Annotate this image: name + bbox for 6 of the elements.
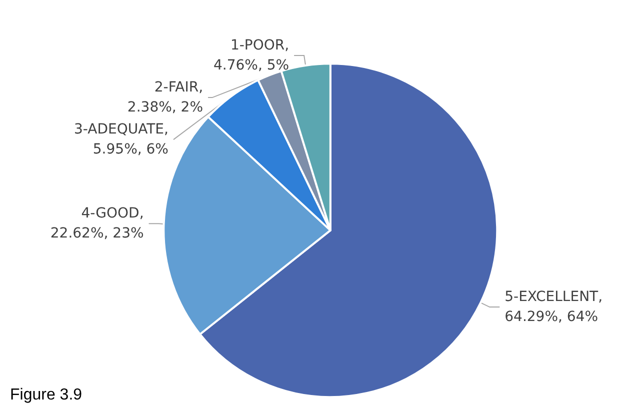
slice-label: 2-FAIR, 2.38%, 2% [127, 80, 204, 116]
slice-label: 5-EXCELLENT, 64.29%, 64% [504, 289, 603, 326]
slice-label: 4-GOOD, 22.62%, 23% [50, 206, 144, 242]
caption: Figure 3.9 [10, 386, 82, 404]
slice-label: 3-ADEQUATE, 5.95%, 6% [74, 122, 168, 158]
slice-label: 1-POOR, 4.76%, 5% [213, 38, 290, 74]
